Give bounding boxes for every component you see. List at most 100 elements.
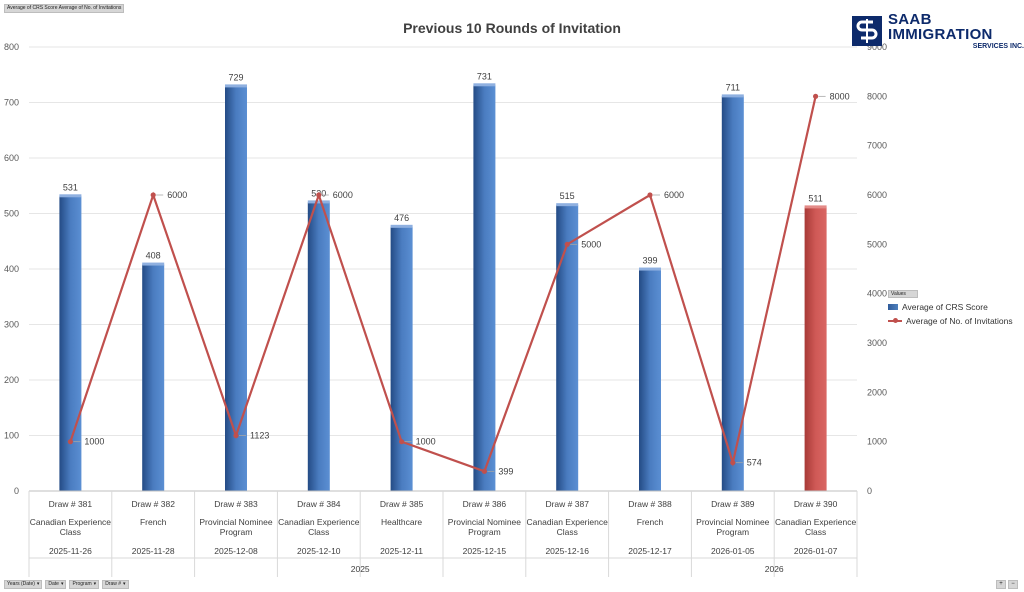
x-program-label: Program [468, 527, 501, 537]
x-draw-label: Draw # 383 [214, 499, 258, 509]
y-left-tick-label: 600 [4, 153, 19, 163]
bar-data-label: 511 [808, 193, 822, 203]
logo-subtitle: SERVICES INC. [972, 43, 1024, 50]
bar-crs-score [307, 202, 330, 491]
filter-date-label: Date [48, 581, 59, 587]
line-data-label: 399 [498, 466, 513, 476]
bar-top-cap [59, 194, 82, 198]
line-data-label: 1000 [84, 437, 104, 447]
x-date-label: 2025-12-15 [463, 546, 507, 556]
y-right-tick-label: 3000 [867, 338, 887, 348]
filter-years-button[interactable]: Years (Date) ▾ [4, 580, 43, 589]
x-date-label: 2025-12-10 [297, 546, 341, 556]
bar-top-cap [556, 203, 579, 207]
saab-logo-icon [852, 16, 882, 46]
dropdown-arrow-icon: ▾ [123, 581, 126, 587]
x-date-label: 2026-01-05 [711, 546, 755, 556]
bar-top-cap [804, 205, 827, 209]
x-program-label: Provincial Nominee [448, 517, 521, 527]
bar-crs-score [225, 86, 247, 491]
x-program-label: Provincial Nominee [696, 517, 769, 527]
y-left-tick-label: 200 [4, 375, 19, 385]
y-right-tick-label: 1000 [867, 437, 887, 447]
filter-draw-label: Draw # [105, 581, 122, 587]
x-draw-label: Draw # 387 [545, 499, 589, 509]
x-date-label: 2025-12-16 [545, 546, 589, 556]
y-right-tick-label: 0 [867, 486, 872, 496]
legend-values-button[interactable]: Values [888, 290, 918, 298]
line-point-invitations [730, 460, 736, 466]
x-program-label: Healthcare [381, 517, 422, 527]
x-draw-label: Draw # 382 [131, 499, 175, 509]
y-right-tick-label: 6000 [867, 190, 887, 200]
x-year-label: 2026 [765, 564, 784, 574]
filter-date-button[interactable]: Date ▾ [45, 580, 67, 589]
line-data-label: 6000 [167, 190, 187, 200]
collapse-button[interactable]: − [1008, 580, 1018, 589]
line-data-label: 1000 [416, 437, 436, 447]
x-draw-label: Draw # 385 [380, 499, 424, 509]
y-left-tick-label: 300 [4, 320, 19, 330]
filter-draw-button[interactable]: Draw # ▾ [102, 580, 129, 589]
line-point-invitations [647, 192, 653, 198]
x-program-label: Canadian Experience [775, 517, 857, 527]
x-program-label: Class [557, 527, 578, 537]
field-filter-bar: Years (Date) ▾ Date ▾ Program ▾ Draw # ▾ [4, 580, 129, 589]
legend: Values Average of CRS Score Average of N… [888, 290, 1018, 326]
bar-crs-score [473, 85, 496, 492]
bar-swatch-icon [888, 304, 898, 310]
line-point-invitations [233, 432, 239, 439]
filter-years-label: Years (Date) [7, 581, 35, 587]
y-left-tick-label: 100 [4, 431, 19, 441]
value-field-tags[interactable]: Average of CRS Score Average of No. of I… [4, 4, 125, 13]
bar-top-cap [721, 94, 744, 98]
x-date-label: 2025-12-08 [214, 546, 258, 556]
line-point-invitations [316, 192, 322, 198]
bar-data-label: 729 [228, 72, 243, 82]
line-point-invitations [67, 439, 73, 445]
line-point-invitations [399, 439, 405, 445]
filter-program-button[interactable]: Program ▾ [69, 580, 100, 589]
bar-top-cap [473, 83, 496, 87]
invitations-field-tag[interactable]: Average of No. of Invitations [58, 5, 122, 11]
x-date-label: 2026-01-07 [794, 546, 838, 556]
y-right-tick-label: 4000 [867, 289, 887, 299]
line-point-invitations [564, 241, 570, 247]
line-point-invitations [813, 93, 819, 99]
x-draw-label: Draw # 389 [711, 499, 755, 509]
chart-title: Previous 10 Rounds of Invitation [403, 20, 621, 36]
bar-crs-score [804, 207, 827, 491]
bar-crs-score [556, 205, 579, 492]
series-line-invitations [69, 96, 817, 473]
line-data-label: 8000 [830, 91, 850, 101]
line-point-invitations [481, 468, 487, 474]
x-date-label: 2025-11-26 [49, 546, 92, 556]
line-point-invitations [150, 192, 156, 198]
bar-top-cap [225, 84, 247, 88]
x-date-label: 2025-12-11 [380, 546, 423, 556]
legend-label-crs: Average of CRS Score [902, 302, 988, 312]
x-program-label: Class [805, 527, 826, 537]
y-right-tick-label: 9000 [867, 42, 887, 52]
x-draw-label: Draw # 384 [297, 499, 341, 509]
bar-top-cap [142, 262, 165, 266]
dropdown-arrow-icon: ▾ [60, 581, 64, 587]
filter-program-label: Program [72, 581, 92, 587]
y-left-tick-label: 0 [14, 486, 19, 496]
x-draw-label: Draw # 386 [463, 499, 507, 509]
x-program-label: Class [60, 527, 81, 537]
bar-data-label: 476 [394, 213, 409, 223]
bar-crs-score [142, 264, 165, 491]
x-year-label: 2025 [351, 564, 370, 574]
y-left-tick-label: 400 [4, 264, 19, 274]
legend-label-invitations: Average of No. of Invitations [906, 316, 1013, 326]
x-date-label: 2025-12-17 [628, 546, 672, 556]
crs-field-tag[interactable]: Average of CRS Score [7, 5, 58, 11]
y-right-tick-label: 7000 [867, 141, 887, 151]
bar-data-label: 711 [726, 82, 740, 92]
expand-button[interactable]: + [996, 580, 1006, 589]
bar-crs-score [59, 196, 82, 492]
bar-data-label: 731 [477, 71, 492, 81]
expand-collapse-controls: + − [996, 580, 1018, 589]
x-draw-label: Draw # 381 [49, 499, 93, 509]
